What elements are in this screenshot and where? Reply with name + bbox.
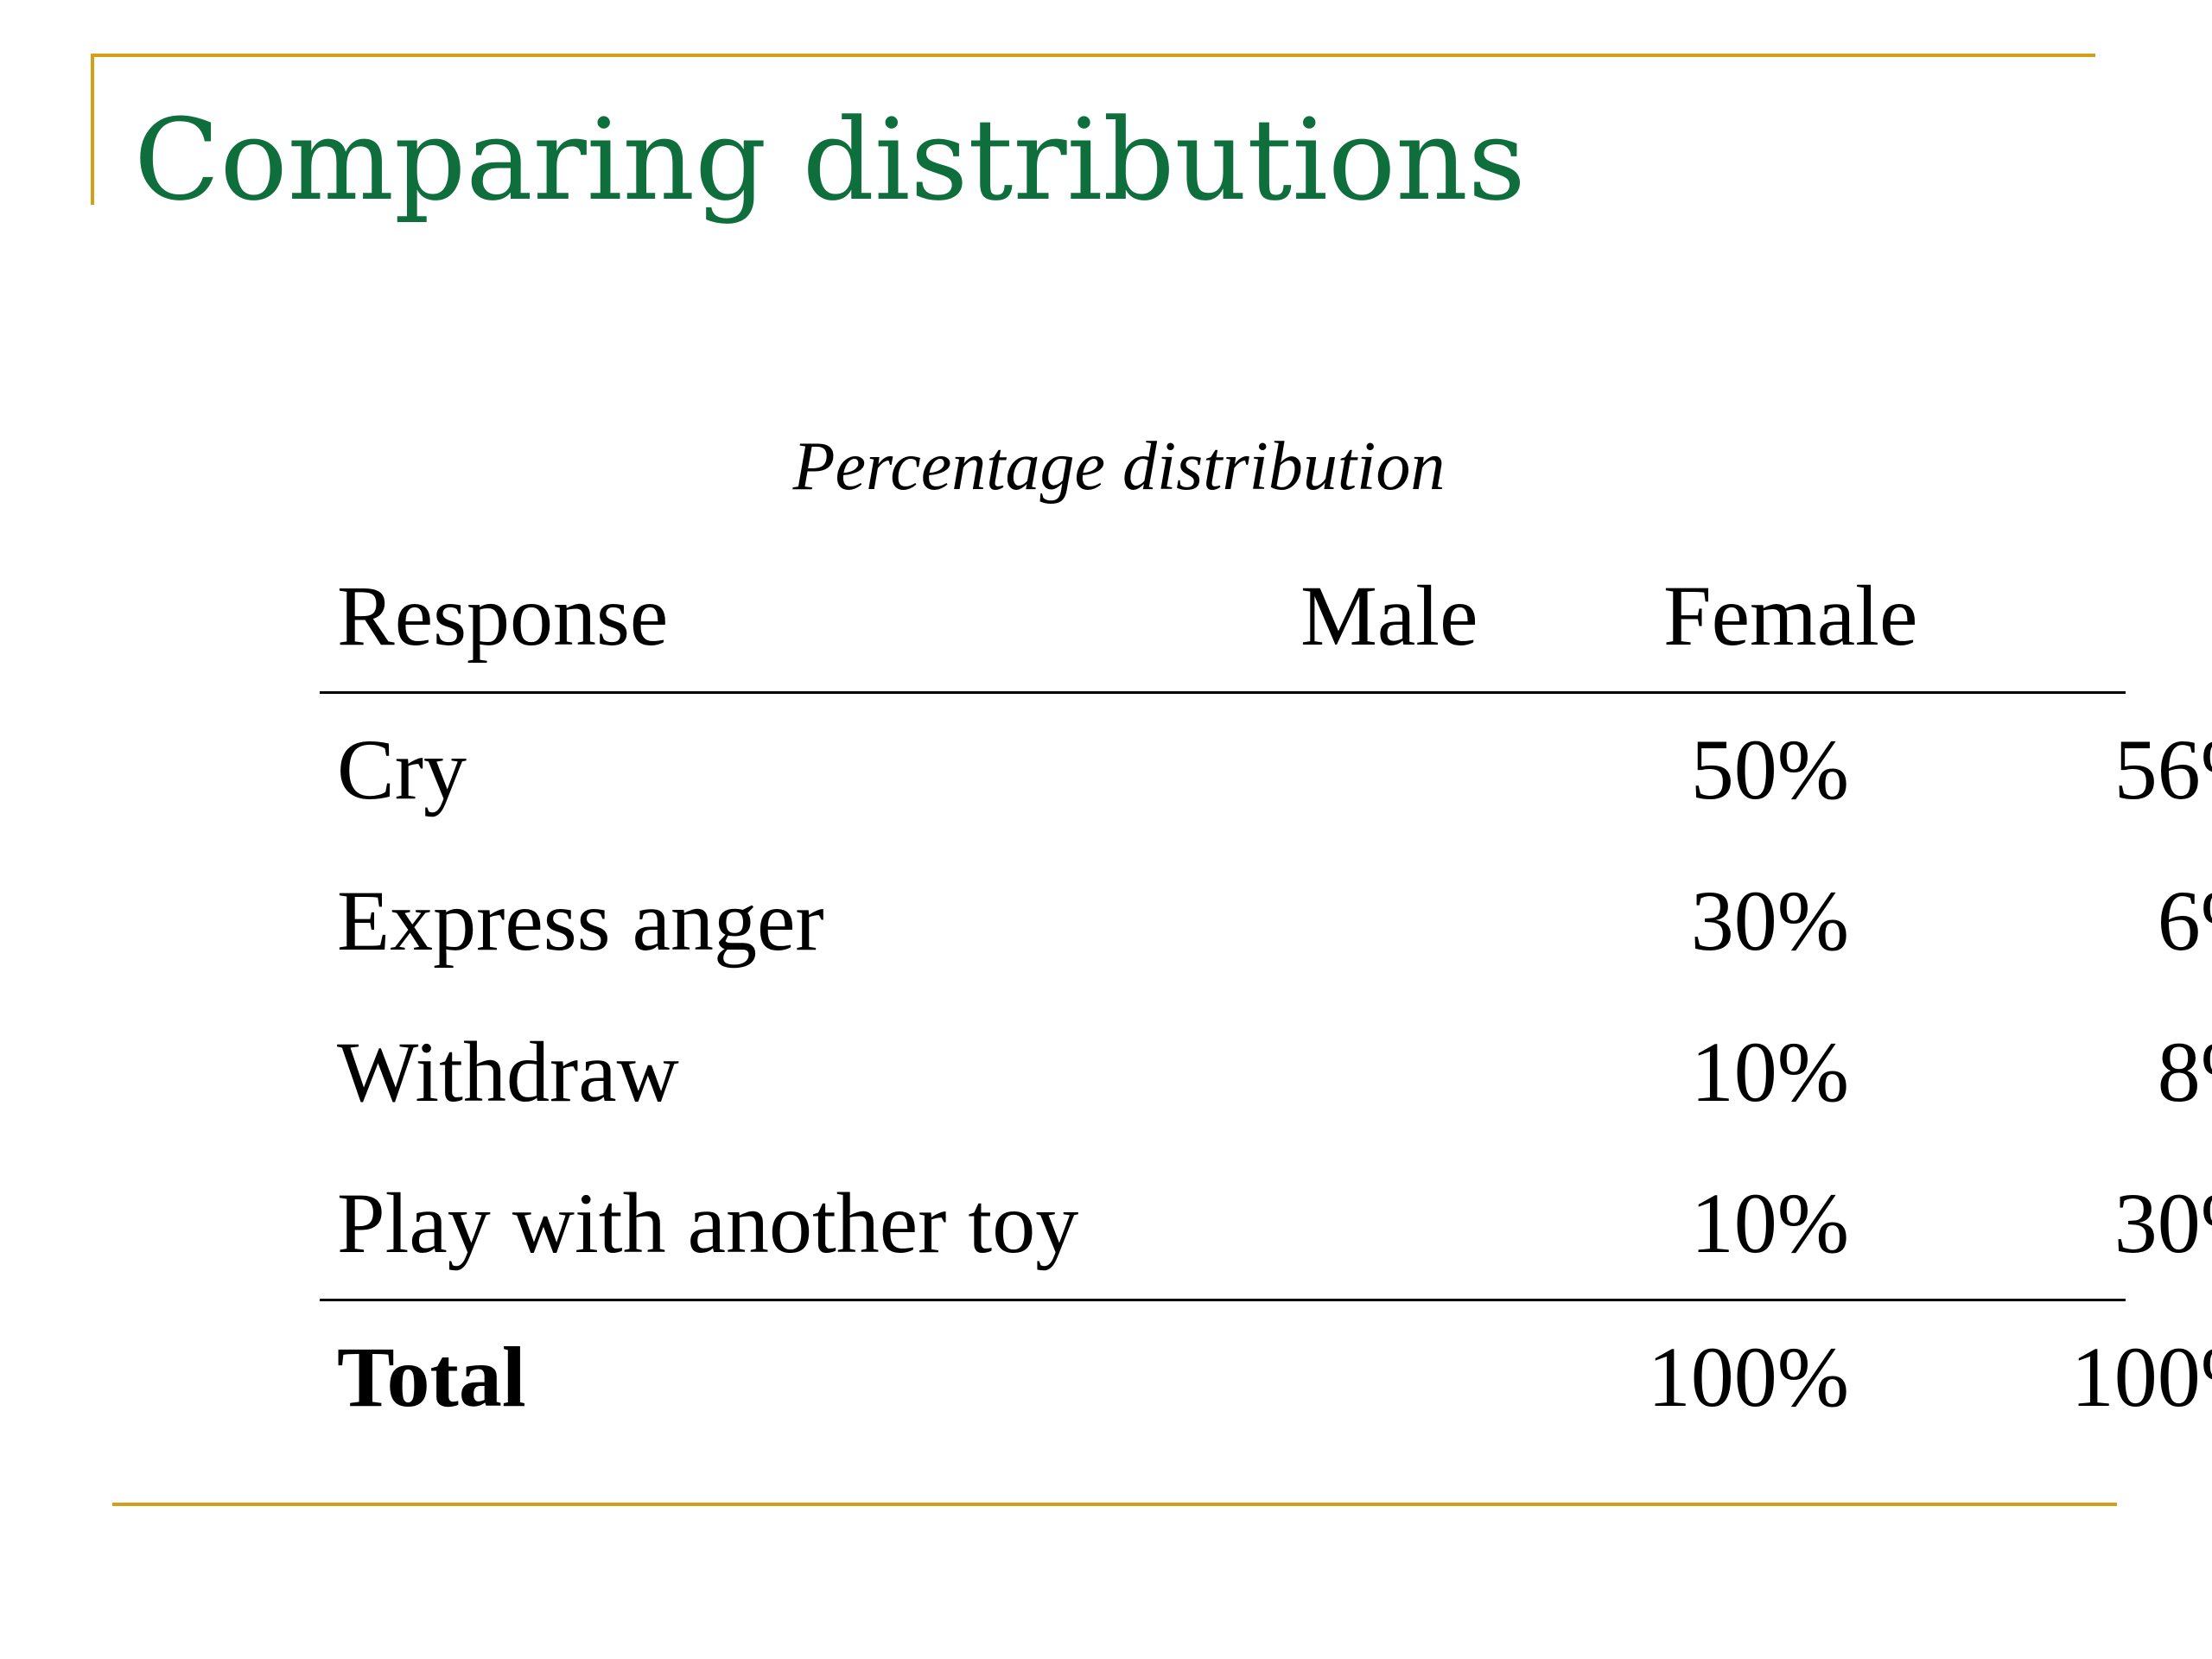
table-row: Cry 50% 56% — [320, 694, 2212, 845]
row-male-value: 10% — [1690, 1024, 1849, 1120]
row-response: Play with another toy — [337, 1175, 1079, 1271]
header-male: Male — [1300, 568, 1478, 664]
row-response: Express anger — [337, 873, 824, 969]
table-header-row: Response Male Female — [320, 540, 2126, 691]
header-female: Female — [1663, 568, 1918, 664]
bottom-accent-rule — [112, 1503, 2117, 1506]
row-response: Cry — [337, 721, 467, 817]
table-row: Play with another toy 10% 30% — [320, 1147, 2212, 1299]
row-male-value: 50% — [1690, 721, 1849, 817]
left-accent-rule — [91, 54, 94, 205]
table-caption: Percentage distribution — [792, 429, 1446, 505]
top-accent-rule — [91, 54, 2095, 57]
slide-title: Comparing distributions — [134, 94, 1526, 226]
row-male-value: 30% — [1690, 873, 1849, 969]
row-male-value: 10% — [1690, 1175, 1849, 1271]
row-female-value: 6% — [2157, 873, 2212, 969]
distribution-table: Response Male Female Cry 50% 56% Express… — [320, 540, 2212, 1452]
total-label: Total — [337, 1329, 526, 1425]
row-female-value: 56% — [2113, 721, 2212, 817]
row-female-value: 8% — [2157, 1024, 2212, 1120]
row-female-value: 30% — [2113, 1175, 2212, 1271]
total-rule — [320, 1299, 2126, 1301]
total-female-value: 100% — [2070, 1329, 2212, 1425]
row-response: Withdraw — [337, 1024, 679, 1120]
header-response: Response — [337, 568, 669, 664]
table-total-row: Total 100% 100% — [320, 1301, 2212, 1452]
total-male-value: 100% — [1647, 1329, 1849, 1425]
table-row: Express anger 30% 6% — [320, 845, 2212, 996]
header-rule — [320, 691, 2126, 694]
table-row: Withdraw 10% 8% — [320, 996, 2212, 1147]
